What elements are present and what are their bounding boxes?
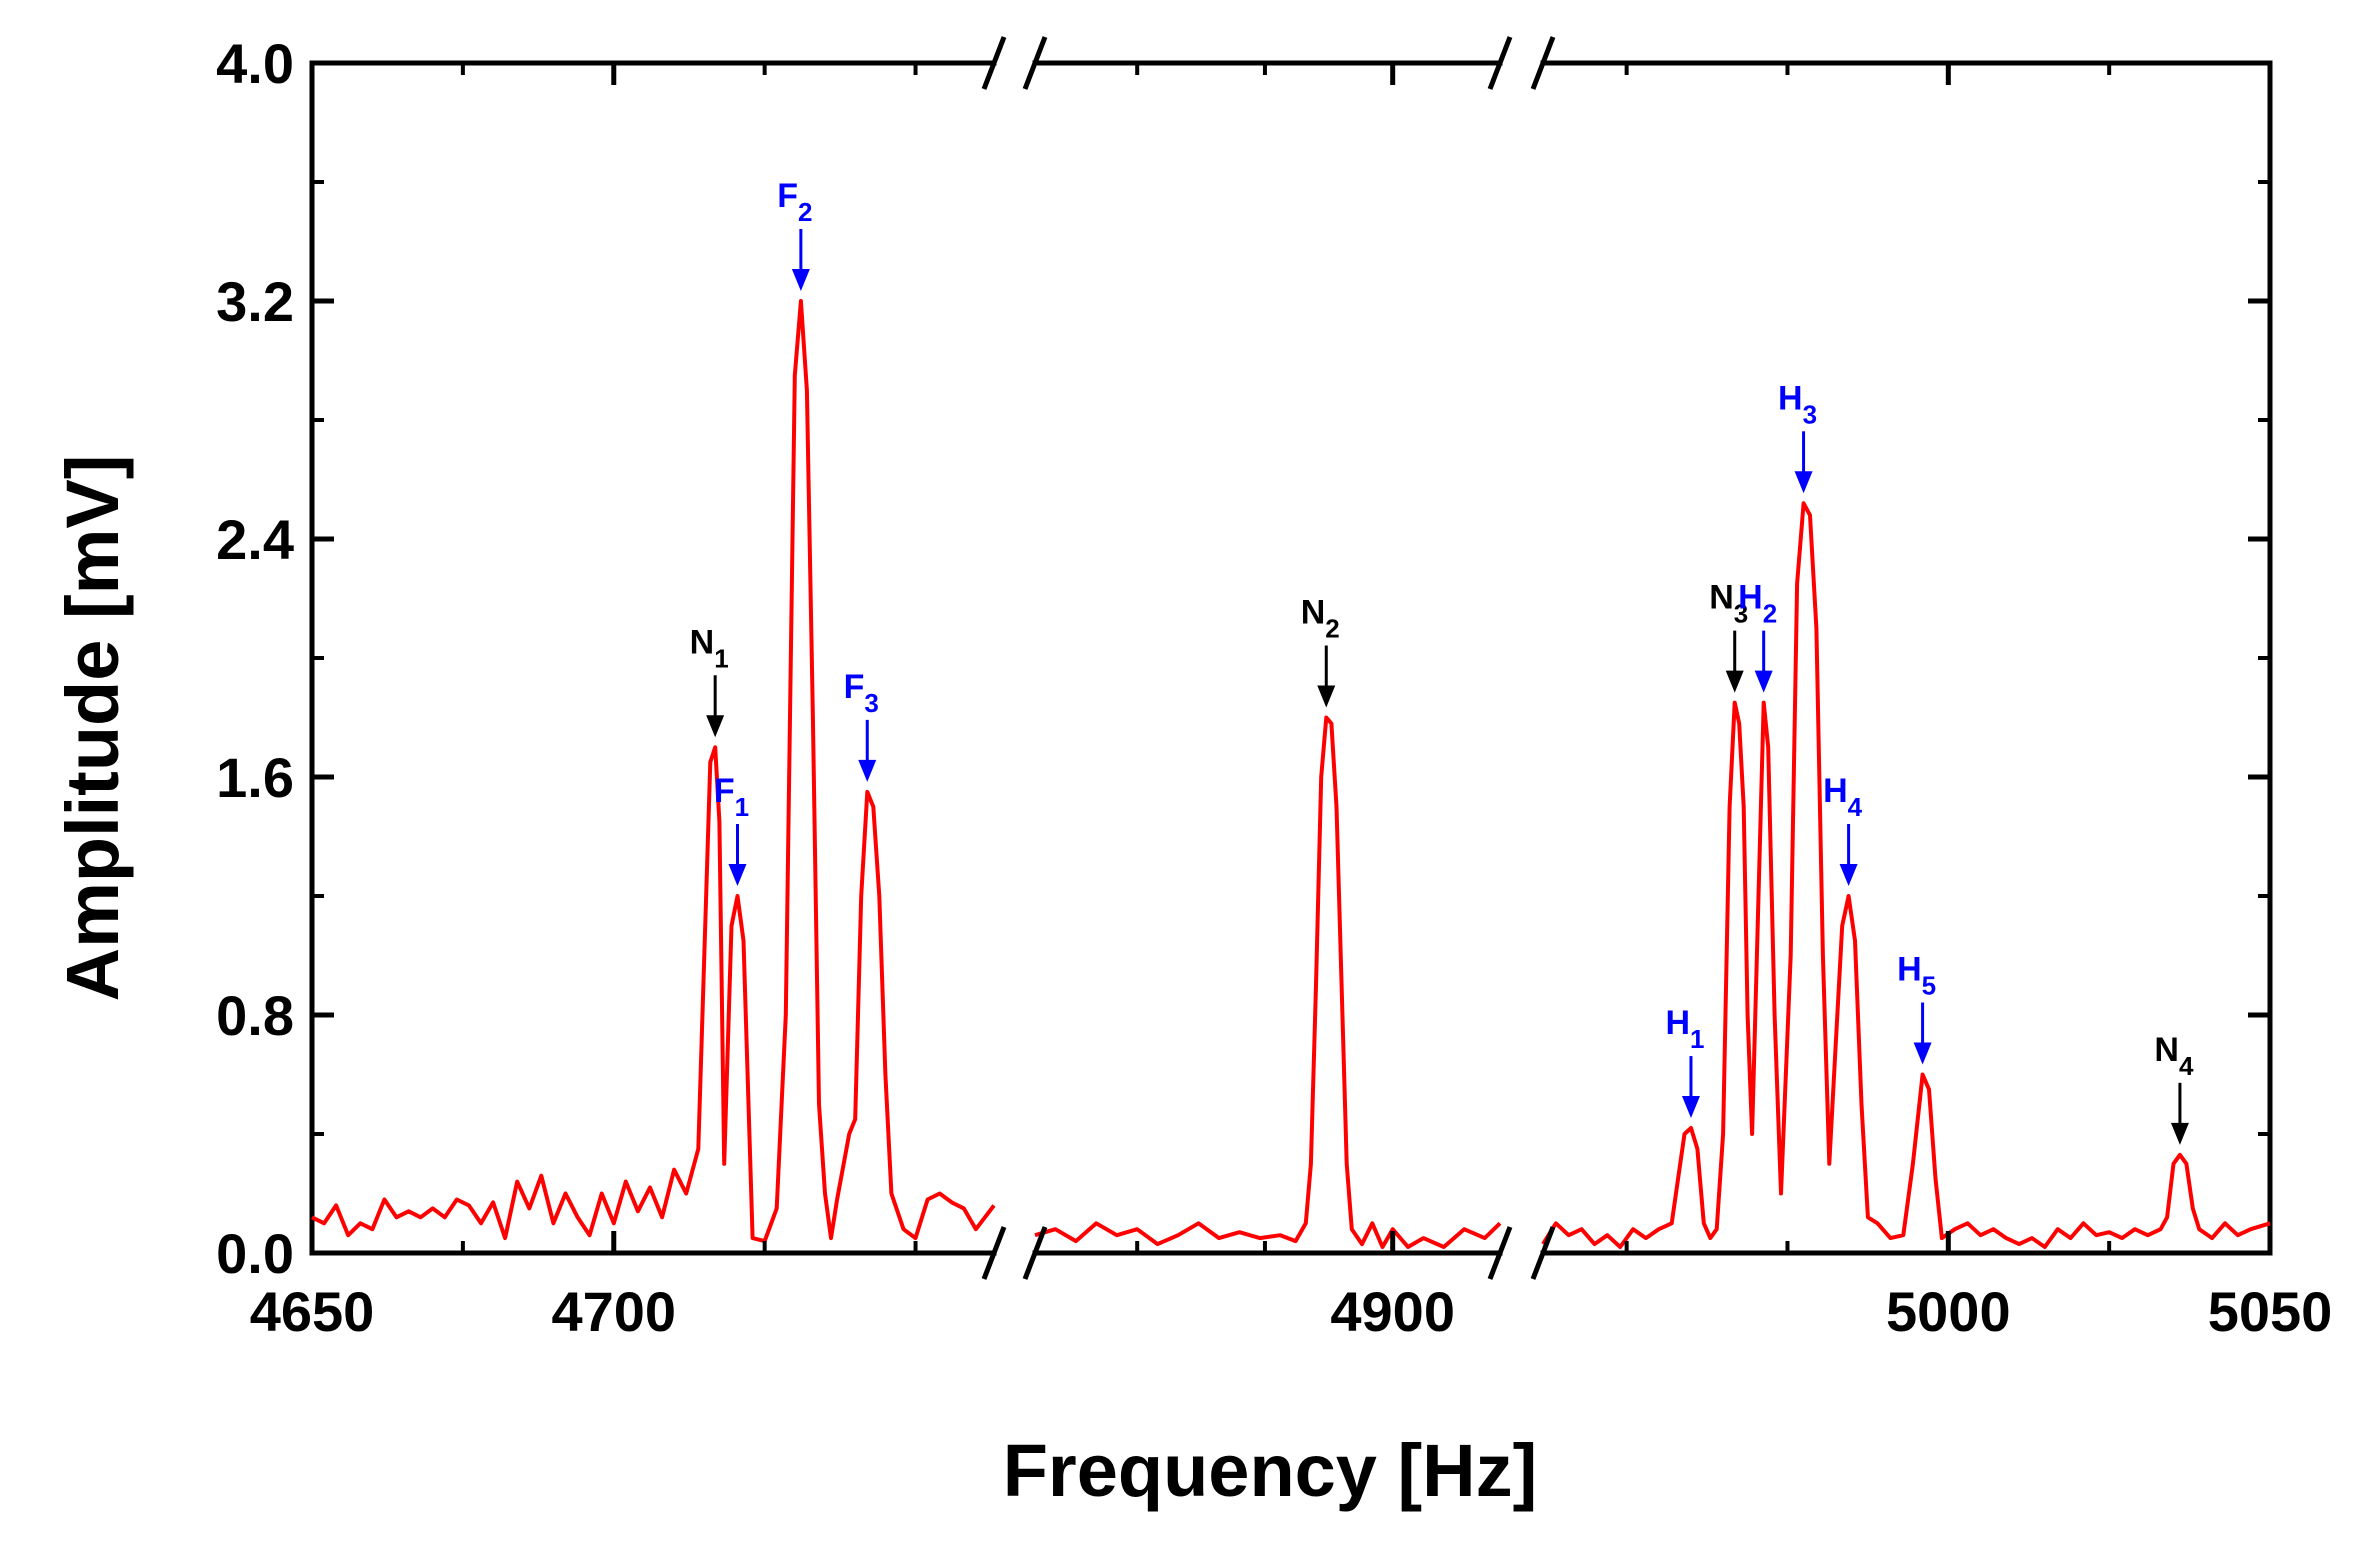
peak-label-subscript: 2: [1763, 599, 1777, 629]
series-line-segment-1: [311, 299, 996, 1244]
peak-arrow-head: [728, 864, 747, 886]
peak-label-text: F3: [844, 668, 879, 718]
peak-label-N1: N1: [690, 623, 729, 738]
peak-label-subscript: 5: [1922, 971, 1936, 1001]
axis-break-slash-2-bottom-2: [1530, 1226, 1556, 1280]
peak-label-text: H4: [1823, 772, 1863, 822]
series-layer: [311, 299, 2271, 1249]
peak-label-subscript: 3: [1803, 399, 1817, 429]
series-line-segment-2: [1034, 715, 1502, 1249]
peak-label-H5: H5: [1897, 951, 1936, 1065]
peak-label-text: F2: [777, 177, 812, 227]
peak-label-H3: H3: [1778, 379, 1817, 494]
peak-arrow-head: [1794, 471, 1813, 494]
y-tick-label: 0.8: [216, 984, 294, 1047]
peak-label-N4: N4: [2154, 1031, 2194, 1145]
x-tick-label: 5050: [2208, 1280, 2333, 1343]
peak-label-H2: H2: [1738, 579, 1777, 693]
axis-break-slash-1-bottom-1: [981, 1226, 1007, 1280]
x-tick-label: 4700: [551, 1280, 676, 1343]
peak-arrow-head: [706, 715, 725, 738]
peak-label-F2: F2: [777, 177, 812, 291]
peak-arrow-head: [858, 759, 877, 782]
peak-arrow-head: [1839, 864, 1858, 886]
x-axis-title: Frequency [Hz]: [1003, 1429, 1538, 1512]
peak-label-text: H5: [1897, 951, 1936, 1001]
peak-arrow-head: [1754, 670, 1773, 693]
peak-arrow-head: [2170, 1122, 2189, 1145]
y-tick-label: 2.4: [216, 508, 294, 571]
peak-label-H4: H4: [1823, 772, 1863, 886]
peak-label-F3: F3: [844, 668, 879, 782]
y-tick-label: 4.0: [216, 32, 294, 95]
peak-label-text: N1: [690, 623, 729, 673]
peak-label-subscript: 2: [1325, 614, 1339, 644]
peak-label-text: N2: [1301, 594, 1340, 644]
peak-label-text: N4: [2154, 1031, 2194, 1081]
axis-break-slash-2-top-2: [1530, 36, 1556, 90]
axis-breaks: [981, 36, 1556, 1280]
peak-label-text: H1: [1665, 1004, 1704, 1054]
axes-frame: [309, 60, 2273, 1256]
series-line-segment-3: [1541, 501, 2271, 1249]
x-tick-label: 4900: [1330, 1280, 1455, 1343]
peak-label-N2: N2: [1301, 594, 1340, 708]
peak-label-subscript: 4: [2179, 1051, 2194, 1081]
peak-label-H1: H1: [1665, 1004, 1704, 1119]
peak-label-subscript: 3: [864, 688, 878, 718]
y-axis-title: Amplitude [mV]: [51, 455, 134, 1002]
axis-break-slash-2-bottom-1: [1487, 1226, 1513, 1280]
y-tick-label: 0.0: [216, 1222, 294, 1285]
axis-break-slash-2-top-1: [1487, 36, 1513, 90]
peak-arrow-head: [1317, 685, 1336, 708]
peak-label-subscript: 1: [714, 643, 728, 673]
peak-label-subscript: 1: [735, 792, 749, 822]
x-tick-label: 4650: [250, 1280, 375, 1343]
axis-break-slash-1-top-2: [1022, 36, 1048, 90]
peak-label-subscript: 4: [1848, 792, 1863, 822]
peak-arrow-head: [791, 269, 810, 291]
x-tick-label: 5000: [1886, 1280, 2011, 1343]
tick-layer: 0.0 0.8 1.6 2.4 3.2 4.0 4650 4700 4900 5000 5050: [216, 32, 2332, 1343]
peak-arrow-head: [1725, 670, 1744, 693]
peak-arrow-head: [1913, 1042, 1932, 1065]
peak-label-subscript: 2: [798, 197, 812, 227]
peak-label-subscript: 3: [1734, 599, 1748, 629]
peak-label-text: H3: [1778, 379, 1817, 429]
peak-arrow-head: [1681, 1096, 1700, 1119]
y-tick-label: 1.6: [216, 746, 294, 809]
peak-label-subscript: 1: [1690, 1024, 1704, 1054]
axis-break-slash-1-top-1: [981, 36, 1007, 90]
axis-break-slash-1-bottom-2: [1022, 1226, 1048, 1280]
y-tick-label: 3.2: [216, 270, 294, 333]
